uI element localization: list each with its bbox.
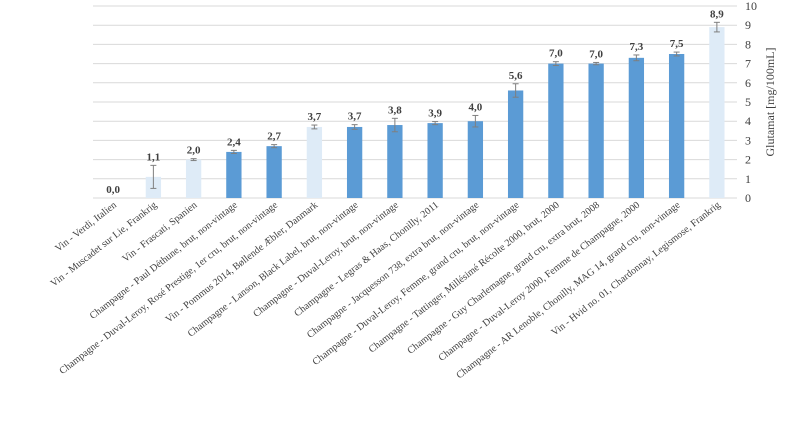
y-tick-label: 5 [745, 95, 751, 109]
bar [709, 27, 725, 199]
y-tick-label: 0 [745, 191, 751, 205]
bar [306, 126, 323, 198]
y-tick-label: 6 [745, 76, 751, 90]
data-label: 5,6 [509, 70, 523, 82]
x-tick-label: Vin - Frascati, Spanien [121, 200, 200, 265]
bar [185, 159, 202, 198]
y-tick-label: 4 [745, 114, 751, 128]
data-label: 3,7 [348, 111, 362, 123]
y-tick-label: 9 [745, 18, 751, 32]
data-label: 3,9 [428, 108, 442, 120]
bar [668, 54, 685, 198]
y-tick-label: 1 [745, 172, 751, 186]
bar [548, 63, 564, 198]
y-tick-label: 7 [745, 57, 751, 71]
bar [628, 57, 645, 199]
x-tick-label: Champagne - Legras & Haas, Chonilly, 201… [292, 200, 441, 320]
data-labels: 0,0 1,1 2,0 2,4 2,7 3,7 3,7 3,8 3,9 4,0 5,6 7,0 7,0 7… [106, 8, 724, 196]
y-tick-label: 2 [745, 153, 751, 167]
x-tick-label: Champagne - Paul Déthune, brut, non-vint… [88, 199, 240, 321]
data-label: 1,1 [147, 151, 161, 163]
data-label: 7,5 [670, 38, 684, 50]
bar [226, 151, 242, 198]
bar [467, 121, 484, 198]
bar [346, 126, 363, 198]
data-label: 7,0 [589, 48, 603, 60]
x-tick-label: Champagne - Duval-Leroy, brut, non-vinta… [251, 199, 401, 319]
data-label: 8,9 [710, 8, 724, 20]
data-label: 3,8 [388, 104, 402, 116]
data-label: 2,7 [267, 131, 281, 143]
bar [266, 146, 282, 198]
bar [507, 90, 524, 198]
data-label: 0,0 [106, 184, 120, 196]
data-label: 3,7 [308, 111, 322, 123]
data-label: 7,3 [630, 41, 644, 53]
data-label: 4,0 [469, 101, 483, 113]
y-tick-label: 3 [745, 133, 751, 147]
bar [427, 123, 443, 198]
data-label: 2,4 [227, 136, 241, 148]
y-axis-ticks: 0 1 2 3 4 5 6 7 8 9 10 [745, 0, 757, 205]
data-label: 2,0 [187, 145, 201, 157]
bar [588, 63, 604, 198]
error-bars [150, 21, 720, 189]
y-tick-label: 8 [745, 37, 751, 51]
bar [387, 125, 403, 198]
x-tick-label: Champagne - Tattinger, Millésimé Récolte… [367, 200, 562, 356]
data-label: 7,0 [549, 48, 563, 60]
y-tick-label: 10 [745, 0, 757, 13]
y-axis-label: Glutamat [mg/100mL] [763, 48, 777, 157]
